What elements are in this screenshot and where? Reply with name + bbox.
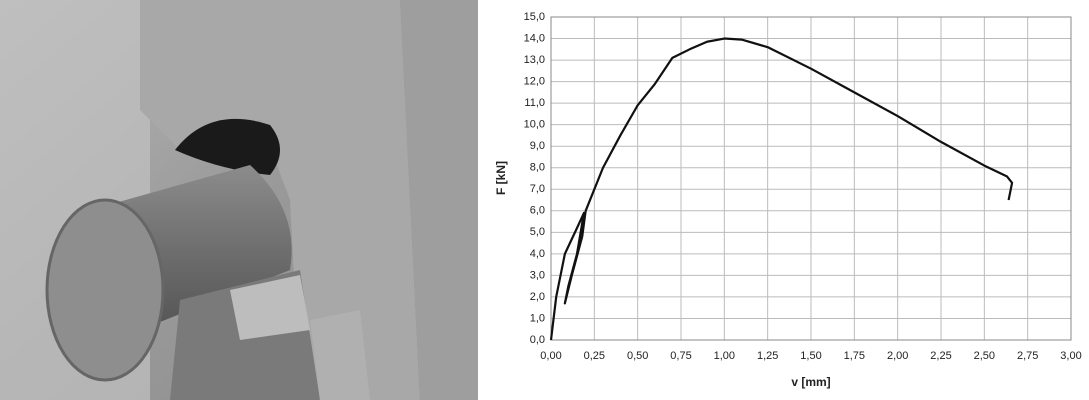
y-tick-label: 14,0 <box>524 32 545 44</box>
y-tick-label: 5,0 <box>530 226 545 238</box>
y-tick-label: 8,0 <box>530 162 545 174</box>
x-tick-label: 2,75 <box>1017 350 1038 362</box>
x-axis-title: v [mm] <box>791 375 830 389</box>
y-tick-label: 13,0 <box>524 54 545 66</box>
y-tick-label: 12,0 <box>524 76 545 88</box>
x-tick-label: 1,00 <box>714 350 735 362</box>
x-tick-label: 0,00 <box>540 350 561 362</box>
x-tick-label: 0,50 <box>627 350 648 362</box>
x-tick-label: 2,00 <box>887 350 908 362</box>
y-tick-label: 4,0 <box>530 248 545 260</box>
y-tick-label: 0,0 <box>530 334 545 346</box>
y-tick-label: 10,0 <box>524 119 545 131</box>
plot-frame <box>550 16 1072 341</box>
photo <box>0 0 478 400</box>
x-tick-label: 1,75 <box>844 350 865 362</box>
x-tick-label: 2,50 <box>974 350 995 362</box>
x-tick-label: 1,50 <box>800 350 821 362</box>
y-tick-label: 3,0 <box>530 269 545 281</box>
y-tick-label: 1,0 <box>530 312 545 324</box>
y-tick-label: 6,0 <box>530 205 545 217</box>
x-tick-label: 3,00 <box>1060 350 1081 362</box>
y-tick-label: 15,0 <box>524 11 545 23</box>
x-tick-label: 0,75 <box>670 350 691 362</box>
y-tick-label: 7,0 <box>530 183 545 195</box>
x-tick-label: 0,25 <box>584 350 605 362</box>
x-tick-label: 1,25 <box>757 350 778 362</box>
chart: v [mm] F [kN] 0,0 1,0 2,0 3,0 4,0 5,0 6,0 7,0 8,… <box>494 11 1082 389</box>
y-tick-label: 9,0 <box>530 140 545 152</box>
y-tick-label: 2,0 <box>530 291 545 303</box>
y-axis-title: F [kN] <box>494 161 508 195</box>
x-tick-label: 2,25 <box>930 350 951 362</box>
data-line <box>549 37 1014 341</box>
y-tick-label: 11,0 <box>524 97 545 109</box>
